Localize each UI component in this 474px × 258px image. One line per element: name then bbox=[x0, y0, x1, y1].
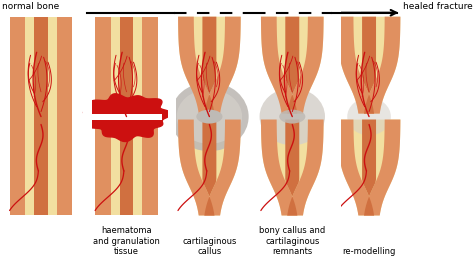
Polygon shape bbox=[338, 17, 401, 114]
Ellipse shape bbox=[279, 110, 305, 124]
Bar bbox=[95, 17, 111, 114]
Text: haematoma
and granulation
tissue: haematoma and granulation tissue bbox=[93, 226, 160, 256]
Polygon shape bbox=[178, 119, 214, 215]
Polygon shape bbox=[362, 17, 376, 114]
Text: normal bone: normal bone bbox=[2, 2, 59, 11]
Bar bbox=[84, 3, 91, 220]
Polygon shape bbox=[338, 119, 374, 215]
Polygon shape bbox=[338, 119, 401, 215]
Bar bbox=[95, 17, 158, 114]
Polygon shape bbox=[204, 119, 241, 215]
Polygon shape bbox=[364, 119, 401, 215]
Polygon shape bbox=[261, 17, 297, 114]
Ellipse shape bbox=[170, 82, 249, 151]
Ellipse shape bbox=[347, 98, 391, 135]
Ellipse shape bbox=[260, 88, 325, 145]
Polygon shape bbox=[364, 17, 401, 114]
Polygon shape bbox=[178, 17, 241, 114]
Text: bony callus and
cartilaginous
remnants: bony callus and cartilaginous remnants bbox=[259, 226, 326, 256]
Polygon shape bbox=[202, 119, 216, 215]
Polygon shape bbox=[362, 119, 376, 215]
Bar bbox=[250, 11, 259, 219]
Bar bbox=[168, 3, 175, 220]
Bar bbox=[9, 17, 25, 215]
Bar bbox=[251, 3, 258, 220]
Polygon shape bbox=[261, 119, 297, 215]
Polygon shape bbox=[287, 119, 324, 215]
Polygon shape bbox=[178, 119, 241, 215]
Bar bbox=[333, 3, 340, 220]
Ellipse shape bbox=[196, 110, 222, 124]
Bar bbox=[9, 17, 73, 215]
Bar bbox=[142, 119, 158, 215]
Bar bbox=[95, 119, 111, 215]
Polygon shape bbox=[261, 17, 324, 114]
Bar bbox=[332, 11, 341, 219]
Polygon shape bbox=[178, 17, 214, 114]
Text: cartilaginous
callus: cartilaginous callus bbox=[182, 237, 237, 256]
Polygon shape bbox=[83, 94, 172, 141]
Polygon shape bbox=[202, 17, 216, 114]
Polygon shape bbox=[204, 17, 241, 114]
Bar bbox=[119, 119, 134, 215]
Bar bbox=[95, 119, 158, 215]
Text: healed fracture: healed fracture bbox=[403, 2, 473, 11]
Bar bbox=[57, 17, 73, 215]
Bar bbox=[34, 17, 48, 215]
Bar bbox=[119, 17, 134, 114]
Polygon shape bbox=[338, 17, 374, 114]
Polygon shape bbox=[285, 119, 299, 215]
Polygon shape bbox=[261, 119, 324, 215]
Polygon shape bbox=[287, 17, 324, 114]
Text: re-modelling: re-modelling bbox=[342, 247, 396, 256]
Bar bbox=[142, 17, 158, 114]
Polygon shape bbox=[285, 17, 299, 114]
Bar bbox=[91, 114, 162, 119]
Bar bbox=[83, 11, 91, 219]
Bar bbox=[167, 11, 176, 219]
Ellipse shape bbox=[177, 89, 242, 144]
